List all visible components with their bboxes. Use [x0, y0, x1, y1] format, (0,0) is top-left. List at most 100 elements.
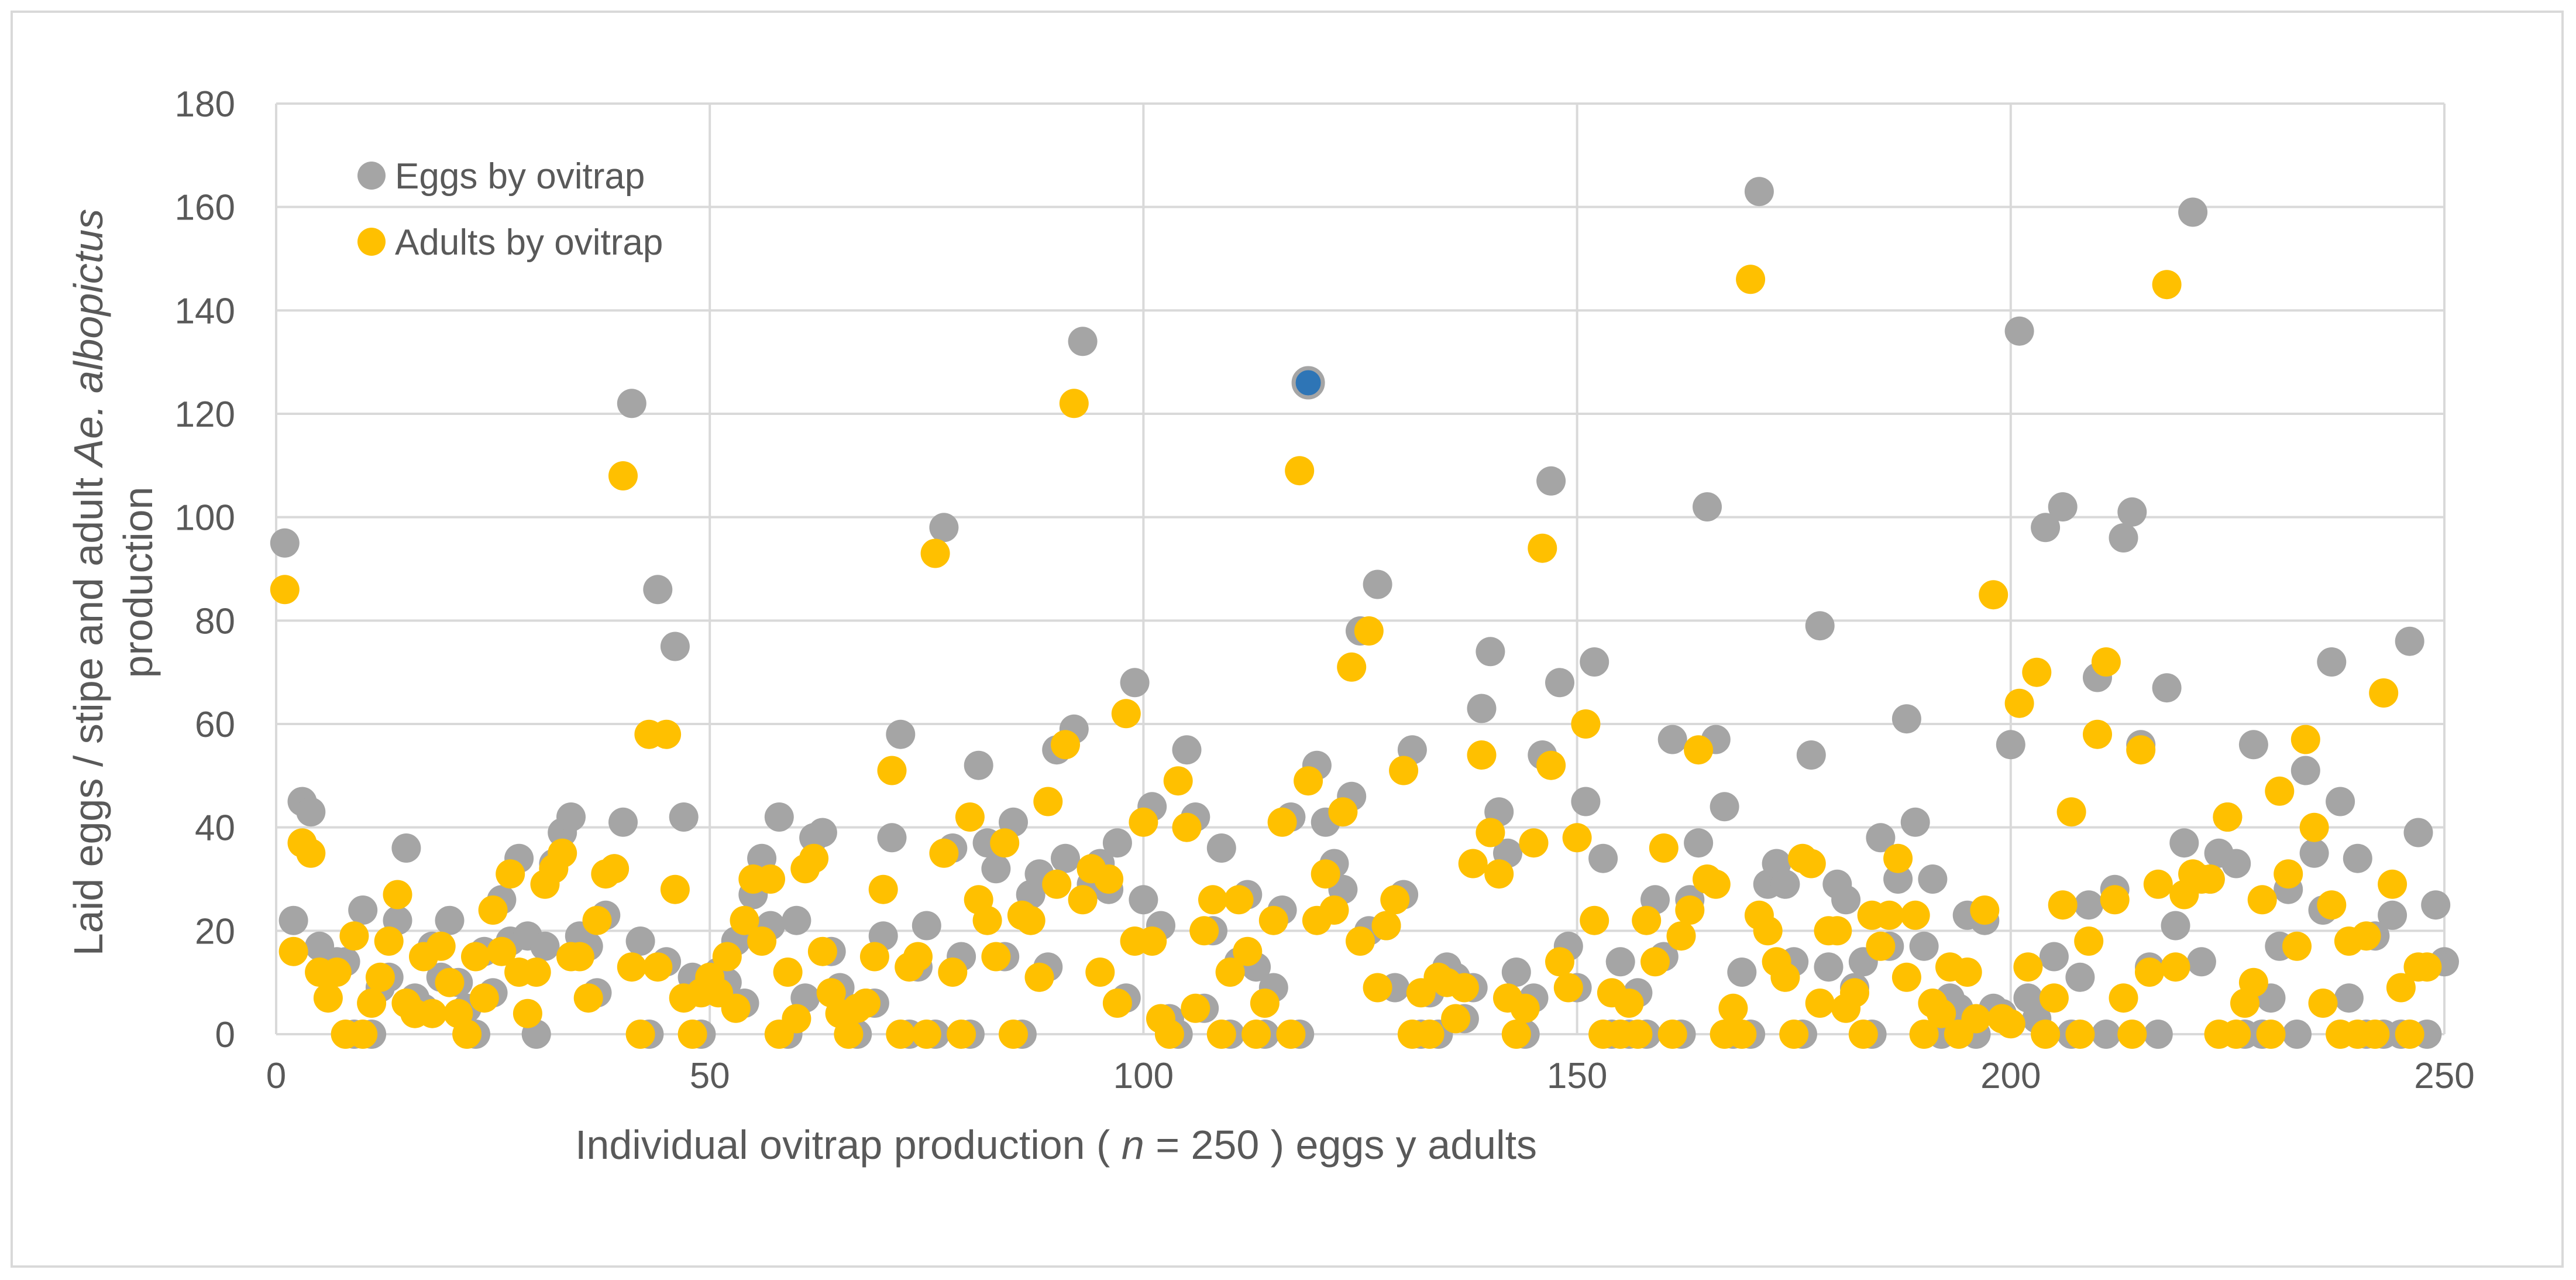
adult-point [2056, 797, 2086, 827]
chart-frame [11, 11, 2564, 1268]
adult-point [1970, 895, 2000, 925]
egg-point [2186, 947, 2216, 977]
egg-point [1129, 885, 1158, 915]
adult-point [1476, 818, 1505, 847]
egg-point [2238, 730, 2268, 760]
adult-point [981, 942, 1011, 972]
adult-point [2221, 1020, 2251, 1049]
egg-point [886, 719, 916, 749]
adult-point [2031, 1020, 2061, 1049]
adult-point [2126, 735, 2156, 765]
adult-point [1501, 1020, 1531, 1049]
egg-point [2421, 890, 2451, 920]
adult-point [903, 942, 933, 972]
adult-point [1328, 797, 1358, 827]
egg-point [608, 807, 638, 837]
egg-point [1727, 958, 1757, 987]
adult-point [2369, 678, 2399, 708]
egg-point [807, 818, 837, 847]
adult-point [1796, 849, 1826, 879]
egg-point [391, 833, 421, 863]
adult-point [1580, 905, 1609, 935]
adult-point [322, 958, 352, 987]
adult-point [807, 936, 837, 966]
egg-point [1770, 869, 1800, 899]
adult-point [799, 843, 829, 873]
adult-point [1102, 989, 1132, 1018]
adult-point [1415, 1020, 1445, 1049]
adult-point [1545, 947, 1574, 977]
adult-point [1927, 998, 1956, 1028]
adult-point [1189, 916, 1219, 946]
adult-point [2290, 725, 2320, 754]
adult-point [2395, 1020, 2424, 1049]
legend-marker-eggs [357, 162, 386, 190]
egg-point [1501, 958, 1531, 987]
egg-point [2143, 1020, 2173, 1049]
adult-point [600, 854, 630, 884]
adult-point [1684, 735, 1714, 765]
egg-point [1545, 668, 1574, 698]
legend-label-eggs: Eggs by ovitrap [395, 156, 645, 197]
y-tick-label: 0 [215, 1015, 235, 1055]
adult-point [2386, 973, 2416, 1003]
adult-point [548, 838, 577, 868]
adult-point [565, 942, 594, 972]
adult-point [2039, 983, 2069, 1013]
adult-point [1198, 885, 1227, 915]
adult-point [2091, 647, 2121, 677]
egg-point [2395, 626, 2424, 656]
adult-point [1614, 989, 1644, 1018]
adult-point [712, 942, 742, 972]
egg-point [660, 632, 690, 661]
adult-point [1181, 993, 1210, 1023]
egg-point [2031, 513, 2061, 543]
egg-point [556, 802, 586, 832]
adult-point [1449, 973, 1479, 1003]
egg-point [1883, 864, 1913, 894]
egg-point [1291, 366, 1325, 400]
egg-point [1068, 327, 1098, 356]
adult-point [417, 998, 447, 1028]
adult-point [1822, 916, 1852, 946]
egg-point [782, 905, 811, 935]
x-tick-label: 150 [1547, 1056, 1607, 1096]
egg-point [1536, 466, 1566, 496]
adult-point [1085, 958, 1115, 987]
x-axis-title: Individual ovitrap production ( n = 250 … [575, 1122, 1537, 1168]
axis-ticks: 0 20 40 60 80 100 120 140 160 180 0 50 100 150 200 250 [175, 84, 2475, 1096]
y-axis-title-line1: Laid eggs / stipe and adult Ae. albopict… [66, 209, 111, 956]
adult-point [1389, 756, 1419, 785]
adult-point [1952, 958, 1982, 987]
egg-point [1805, 611, 1835, 641]
egg-point [1051, 843, 1080, 873]
adult-point [1848, 1020, 1878, 1049]
egg-point [2282, 1020, 2312, 1049]
y-tick-label: 40 [195, 808, 235, 849]
y-tick-label: 160 [175, 188, 235, 228]
adult-point [2013, 952, 2043, 982]
x-tick-label: 100 [1113, 1056, 1174, 1096]
egg-point [1580, 647, 1609, 677]
egg-point [1900, 807, 1930, 837]
egg-point [2343, 843, 2372, 873]
adult-point [521, 958, 551, 987]
adult-point [920, 538, 950, 568]
adult-point [1285, 456, 1315, 486]
adult-point [513, 998, 542, 1028]
adult-point [972, 905, 1002, 935]
adult-point [1891, 962, 1921, 992]
y-tick-label: 20 [195, 911, 235, 952]
adult-point [1206, 1020, 1236, 1049]
egg-point [981, 854, 1011, 884]
adult-point [1666, 921, 1696, 951]
adult-point [2065, 1020, 2095, 1049]
adult-point [2238, 967, 2268, 997]
adult-point [1129, 807, 1158, 837]
adult-point [756, 864, 785, 894]
adult-point [617, 952, 646, 982]
adult-point [1519, 828, 1549, 858]
adult-point [955, 802, 985, 832]
egg-point [2117, 497, 2147, 527]
egg-point [2109, 523, 2138, 553]
